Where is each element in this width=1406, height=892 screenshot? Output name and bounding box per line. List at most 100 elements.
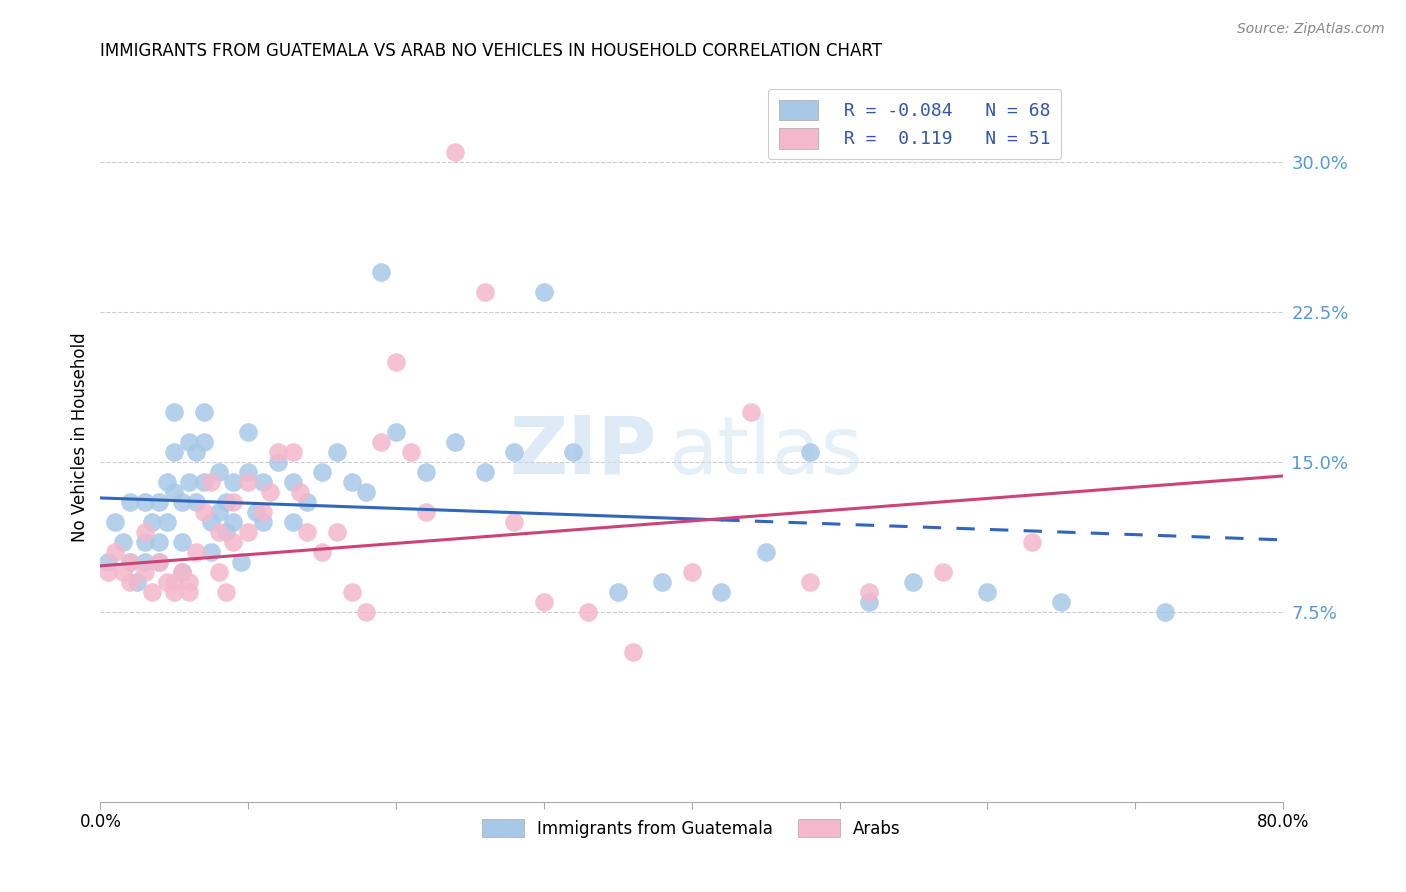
- Point: [976, 584, 998, 599]
- Point: [259, 484, 281, 499]
- Point: [134, 495, 156, 509]
- Point: [170, 495, 193, 509]
- Point: [118, 555, 141, 569]
- Point: [148, 555, 170, 569]
- Point: [651, 574, 673, 589]
- Point: [932, 565, 955, 579]
- Point: [111, 565, 134, 579]
- Point: [340, 475, 363, 489]
- Point: [415, 465, 437, 479]
- Point: [222, 534, 245, 549]
- Point: [252, 505, 274, 519]
- Point: [281, 475, 304, 489]
- Point: [370, 265, 392, 279]
- Point: [177, 475, 200, 489]
- Point: [207, 524, 229, 539]
- Point: [186, 445, 208, 459]
- Point: [104, 545, 127, 559]
- Point: [177, 435, 200, 450]
- Point: [252, 515, 274, 529]
- Point: [238, 475, 260, 489]
- Point: [1021, 534, 1043, 549]
- Point: [710, 584, 733, 599]
- Point: [207, 565, 229, 579]
- Point: [281, 445, 304, 459]
- Point: [621, 645, 644, 659]
- Point: [163, 405, 186, 419]
- Point: [215, 495, 238, 509]
- Point: [200, 515, 222, 529]
- Point: [799, 445, 821, 459]
- Point: [177, 574, 200, 589]
- Point: [163, 574, 186, 589]
- Point: [177, 584, 200, 599]
- Point: [399, 445, 422, 459]
- Point: [474, 465, 496, 479]
- Point: [474, 285, 496, 300]
- Point: [193, 475, 215, 489]
- Point: [111, 534, 134, 549]
- Point: [297, 495, 319, 509]
- Point: [799, 574, 821, 589]
- Point: [148, 555, 170, 569]
- Point: [156, 515, 179, 529]
- Point: [156, 574, 179, 589]
- Point: [127, 574, 149, 589]
- Point: [385, 425, 408, 439]
- Point: [576, 605, 599, 619]
- Point: [215, 524, 238, 539]
- Text: Source: ZipAtlas.com: Source: ZipAtlas.com: [1237, 22, 1385, 37]
- Legend: Immigrants from Guatemala, Arabs: Immigrants from Guatemala, Arabs: [475, 813, 908, 845]
- Point: [222, 495, 245, 509]
- Point: [326, 445, 349, 459]
- Point: [118, 555, 141, 569]
- Point: [533, 285, 555, 300]
- Point: [207, 505, 229, 519]
- Point: [326, 524, 349, 539]
- Point: [229, 555, 252, 569]
- Point: [186, 495, 208, 509]
- Point: [903, 574, 925, 589]
- Point: [238, 465, 260, 479]
- Point: [170, 565, 193, 579]
- Point: [193, 405, 215, 419]
- Point: [415, 505, 437, 519]
- Point: [606, 584, 628, 599]
- Point: [1153, 605, 1175, 619]
- Point: [193, 505, 215, 519]
- Point: [163, 484, 186, 499]
- Point: [200, 545, 222, 559]
- Point: [1050, 595, 1073, 609]
- Point: [858, 584, 880, 599]
- Point: [134, 524, 156, 539]
- Point: [533, 595, 555, 609]
- Point: [444, 435, 467, 450]
- Point: [681, 565, 703, 579]
- Point: [288, 484, 311, 499]
- Point: [207, 465, 229, 479]
- Point: [104, 515, 127, 529]
- Point: [163, 584, 186, 599]
- Point: [186, 545, 208, 559]
- Point: [193, 435, 215, 450]
- Point: [245, 505, 267, 519]
- Point: [740, 405, 762, 419]
- Point: [356, 484, 378, 499]
- Point: [118, 495, 141, 509]
- Point: [170, 565, 193, 579]
- Point: [97, 555, 120, 569]
- Point: [252, 475, 274, 489]
- Point: [170, 534, 193, 549]
- Text: IMMIGRANTS FROM GUATEMALA VS ARAB NO VEHICLES IN HOUSEHOLD CORRELATION CHART: IMMIGRANTS FROM GUATEMALA VS ARAB NO VEH…: [100, 42, 883, 60]
- Point: [755, 545, 778, 559]
- Point: [222, 515, 245, 529]
- Point: [134, 534, 156, 549]
- Text: atlas: atlas: [668, 413, 862, 491]
- Point: [267, 455, 290, 469]
- Point: [858, 595, 880, 609]
- Point: [215, 584, 238, 599]
- Point: [156, 475, 179, 489]
- Point: [267, 445, 290, 459]
- Point: [148, 495, 170, 509]
- Point: [562, 445, 585, 459]
